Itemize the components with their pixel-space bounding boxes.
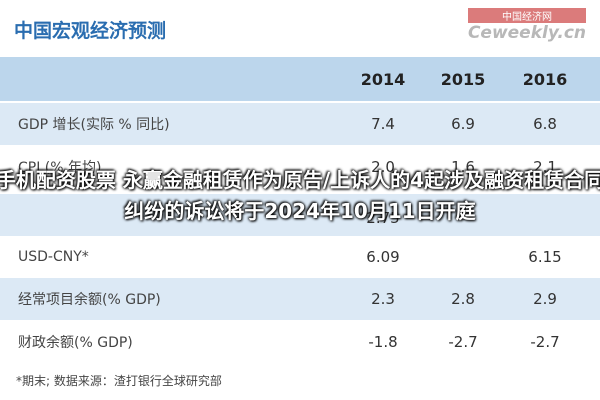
- cell-value: 2.75: [366, 209, 400, 227]
- cell-value: -2.7: [530, 333, 560, 351]
- title: 中国宏观经济预测: [14, 20, 167, 42]
- overlay-headline: 手机配资股票 永赢金融租赁作为原告/上诉人的4起涉及融资租赁合同纠纷的诉讼将于2…: [0, 168, 600, 223]
- table-row: USD-CNY* 6.09 6.15: [0, 236, 600, 278]
- column-header: 2016: [522, 69, 568, 89]
- logo: 中国经济网 Ceweekly.cn: [467, 8, 586, 43]
- row-label: CPI (% 年均): [18, 160, 102, 176]
- cell-value: 6.8: [533, 115, 557, 133]
- column-header: 2015: [440, 69, 486, 89]
- row-label: GDP 增长(实际 % 同比): [18, 117, 170, 133]
- cell-value: 6.09: [366, 248, 400, 266]
- cell-value: 2.8: [451, 290, 475, 308]
- table-row: 财政余额(% GDP) -1.8 -2.7 -2.7: [0, 321, 600, 363]
- header-row: 2014 2015 2016: [0, 57, 600, 101]
- logo-top: 中国经济网: [467, 8, 586, 23]
- row-label: USD-CNY*: [18, 249, 89, 265]
- logo-bottom: Ceweekly.cn: [467, 23, 586, 43]
- cell-value: -2.7: [448, 333, 478, 351]
- cell-value: 2.9: [533, 290, 557, 308]
- cell-value: 6.9: [451, 115, 475, 133]
- cell-value: 7.4: [371, 115, 395, 133]
- footnote: *期末; 数据来源：渣打银行全球研究部: [16, 374, 222, 388]
- table-row: CPI (% 年均) 2.0 1.6 2.1: [0, 146, 600, 188]
- cell-value: 2.0: [371, 158, 395, 176]
- row-label: 经常项目余额(% GDP): [18, 292, 161, 308]
- cell-value: 1.6: [451, 158, 475, 176]
- table-row: GDP 增长(实际 % 同比) 7.4 6.9 6.8: [0, 103, 600, 145]
- column-header: 2014: [360, 69, 406, 89]
- cell-value: 2.3: [371, 290, 395, 308]
- table-row: 2.75: [0, 194, 600, 242]
- cell-value: 6.15: [528, 248, 562, 266]
- table-row: 经常项目余额(% GDP) 2.3 2.8 2.9: [0, 278, 600, 320]
- cell-value: 2.1: [533, 158, 557, 176]
- row-label: 财政余额(% GDP): [18, 335, 133, 351]
- cell-value: -1.8: [368, 333, 398, 351]
